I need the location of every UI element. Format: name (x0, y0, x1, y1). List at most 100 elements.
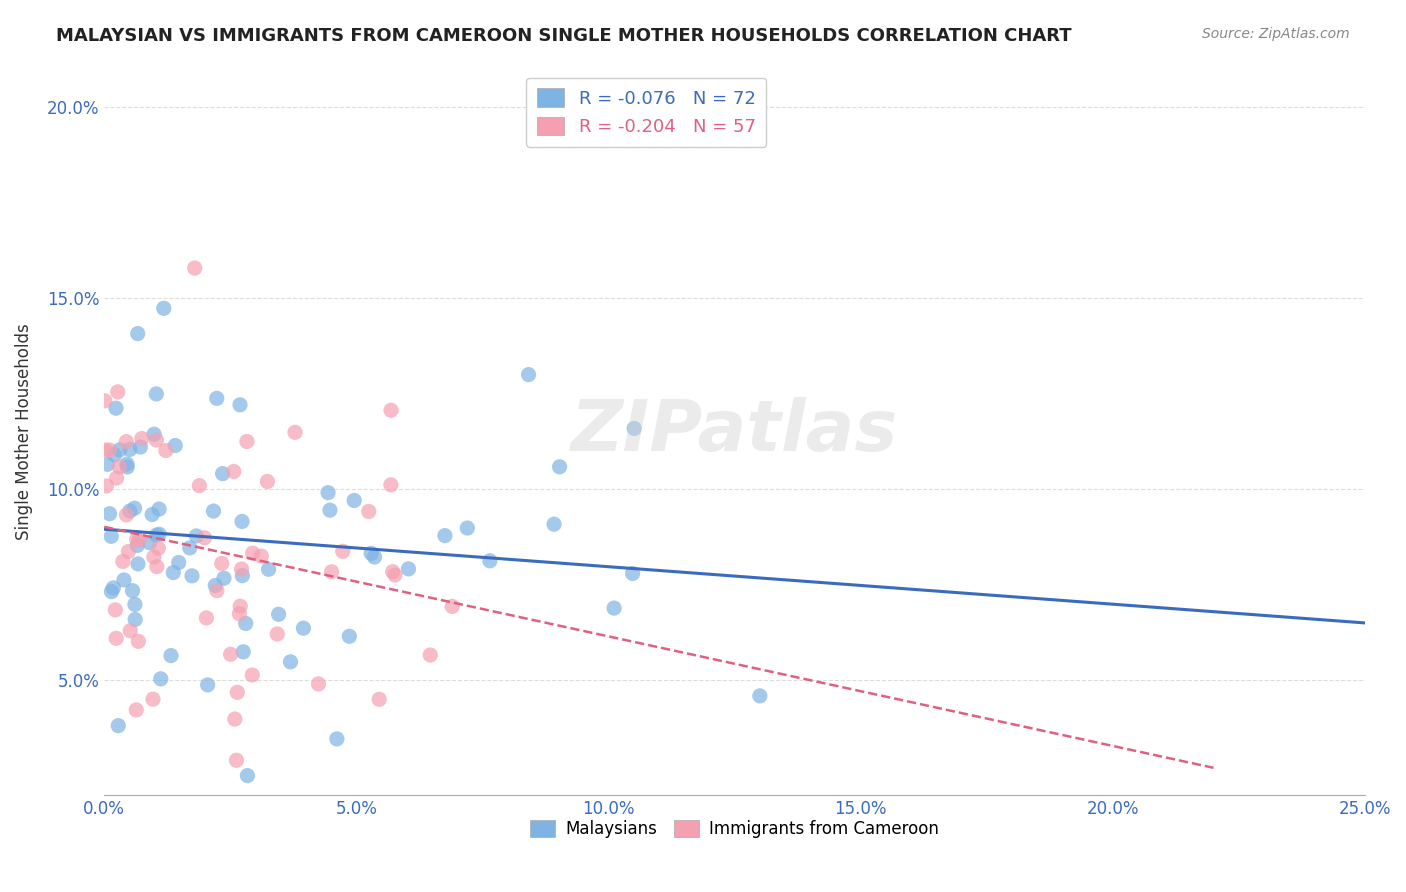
Malaysians (202, 504, 225, 518)
Immigrants from Cameroon (332, 544, 354, 558)
Malaysians (232, 645, 254, 659)
Immigrants from Cameroon (125, 533, 148, 547)
Immigrants from Cameroon (142, 692, 165, 706)
Immigrants from Cameroon (308, 677, 330, 691)
Immigrants from Cameroon (115, 508, 138, 522)
Malaysians (145, 528, 167, 542)
Immigrants from Cameroon (224, 712, 246, 726)
Malaysians (343, 493, 366, 508)
Malaysians (236, 769, 259, 783)
Malaysians (148, 527, 170, 541)
Immigrants from Cameroon (211, 557, 233, 571)
Immigrants from Cameroon (128, 533, 150, 547)
Malaysians (115, 460, 138, 475)
Malaysians (143, 427, 166, 442)
Malaysians (127, 557, 149, 571)
Malaysians (186, 529, 208, 543)
Malaysians (167, 556, 190, 570)
Malaysians (160, 648, 183, 663)
Malaysians (231, 568, 253, 582)
Immigrants from Cameroon (419, 648, 441, 662)
Malaysians (115, 457, 138, 471)
Immigrants from Cameroon (242, 546, 264, 560)
Malaysians (127, 538, 149, 552)
Immigrants from Cameroon (107, 384, 129, 399)
Malaysians (316, 485, 339, 500)
Immigrants from Cameroon (94, 442, 117, 457)
Immigrants from Cameroon (266, 627, 288, 641)
Malaysians (112, 573, 135, 587)
Malaysians (197, 678, 219, 692)
Immigrants from Cameroon (225, 753, 247, 767)
Immigrants from Cameroon (142, 549, 165, 564)
Immigrants from Cameroon (205, 583, 228, 598)
Immigrants from Cameroon (105, 632, 128, 646)
Malaysians (398, 562, 420, 576)
Malaysians (149, 672, 172, 686)
Malaysians (267, 607, 290, 622)
Immigrants from Cameroon (195, 611, 218, 625)
Immigrants from Cameroon (368, 692, 391, 706)
Malaysians (141, 508, 163, 522)
Malaysians (98, 507, 121, 521)
Malaysians (205, 392, 228, 406)
Malaysians (319, 503, 342, 517)
Malaysians (543, 517, 565, 532)
Malaysians (212, 571, 235, 585)
Immigrants from Cameroon (111, 554, 134, 568)
Malaysians (124, 612, 146, 626)
Immigrants from Cameroon (117, 544, 139, 558)
Y-axis label: Single Mother Households: Single Mother Households (15, 323, 32, 540)
Malaysians (124, 501, 146, 516)
Immigrants from Cameroon (105, 471, 128, 485)
Malaysians (100, 529, 122, 543)
Text: ZIPatlas: ZIPatlas (571, 397, 898, 467)
Malaysians (363, 549, 385, 564)
Text: MALAYSIAN VS IMMIGRANTS FROM CAMEROON SINGLE MOTHER HOUSEHOLDS CORRELATION CHART: MALAYSIAN VS IMMIGRANTS FROM CAMEROON SI… (56, 27, 1071, 45)
Malaysians (548, 459, 571, 474)
Malaysians (621, 566, 644, 581)
Immigrants from Cameroon (441, 599, 464, 614)
Immigrants from Cameroon (125, 703, 148, 717)
Legend: Malaysians, Immigrants from Cameroon: Malaysians, Immigrants from Cameroon (523, 813, 945, 845)
Immigrants from Cameroon (229, 599, 252, 614)
Malaysians (118, 504, 141, 518)
Immigrants from Cameroon (104, 603, 127, 617)
Malaysians (145, 387, 167, 401)
Malaysians (107, 718, 129, 732)
Malaysians (152, 301, 174, 316)
Immigrants from Cameroon (256, 475, 278, 489)
Malaysians (456, 521, 478, 535)
Immigrants from Cameroon (222, 465, 245, 479)
Malaysians (127, 326, 149, 341)
Malaysians (603, 601, 626, 615)
Malaysians (104, 401, 127, 416)
Immigrants from Cameroon (381, 565, 404, 579)
Immigrants from Cameroon (148, 541, 170, 556)
Malaysians (103, 581, 125, 595)
Immigrants from Cameroon (120, 624, 142, 638)
Malaysians (138, 535, 160, 549)
Immigrants from Cameroon (380, 403, 402, 417)
Immigrants from Cameroon (108, 459, 131, 474)
Immigrants from Cameroon (226, 685, 249, 699)
Malaysians (257, 562, 280, 576)
Malaysians (204, 578, 226, 592)
Malaysians (181, 569, 204, 583)
Immigrants from Cameroon (193, 531, 215, 545)
Malaysians (748, 689, 770, 703)
Malaysians (100, 584, 122, 599)
Immigrants from Cameroon (250, 549, 273, 563)
Malaysians (231, 515, 253, 529)
Malaysians (165, 438, 187, 452)
Malaysians (118, 442, 141, 457)
Immigrants from Cameroon (94, 393, 117, 408)
Malaysians (623, 421, 645, 435)
Immigrants from Cameroon (96, 479, 118, 493)
Malaysians (108, 442, 131, 457)
Malaysians (129, 440, 152, 454)
Immigrants from Cameroon (231, 562, 253, 576)
Immigrants from Cameroon (127, 634, 149, 648)
Immigrants from Cameroon (321, 565, 343, 579)
Malaysians (478, 554, 501, 568)
